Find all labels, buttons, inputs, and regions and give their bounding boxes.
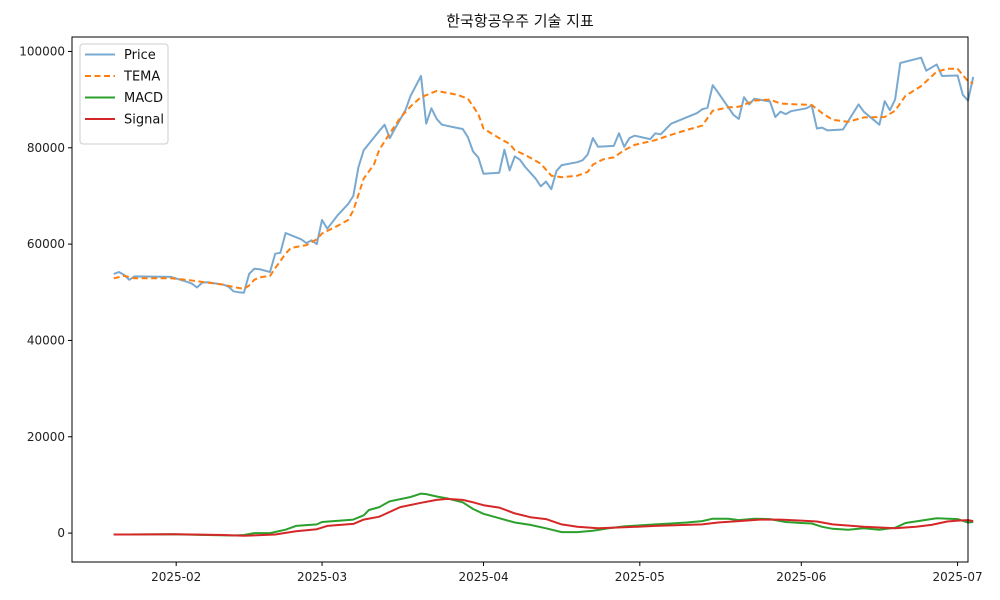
y-tick-label: 20000 (27, 430, 65, 444)
y-tick-label: 60000 (27, 237, 65, 251)
series-line-signal (113, 497, 974, 537)
series-line-price (113, 56, 975, 294)
legend-label-macd: MACD (124, 91, 163, 106)
series-line-tema (113, 67, 974, 290)
x-tick-label: 2025-03 (297, 570, 347, 584)
legend-label-price: Price (124, 48, 156, 63)
y-tick-label: 0 (57, 526, 65, 540)
legend-label-signal: Signal (124, 113, 164, 128)
x-tick-label: 2025-07 (933, 570, 983, 584)
x-tick-label: 2025-02 (151, 570, 201, 584)
y-tick-label: 80000 (27, 141, 65, 155)
series-layer (113, 56, 975, 537)
y-tick-label: 100000 (19, 44, 65, 58)
x-tick-label: 2025-04 (458, 570, 508, 584)
plot-frame (71, 36, 969, 563)
series-line-macd (113, 492, 974, 537)
legend: Price TEMA MACD Signal (79, 43, 169, 145)
axes-layer: 0 20000 40000 60000 80000 100000 2025-02 2025-0… (19, 36, 983, 584)
y-tick-label: 40000 (27, 333, 65, 347)
x-tick-label: 2025-05 (615, 570, 665, 584)
legend-label-tema: TEMA (123, 70, 160, 85)
x-tick-label: 2025-06 (776, 570, 826, 584)
chart-title: 한국항공우주 기술 지표 (446, 12, 594, 30)
